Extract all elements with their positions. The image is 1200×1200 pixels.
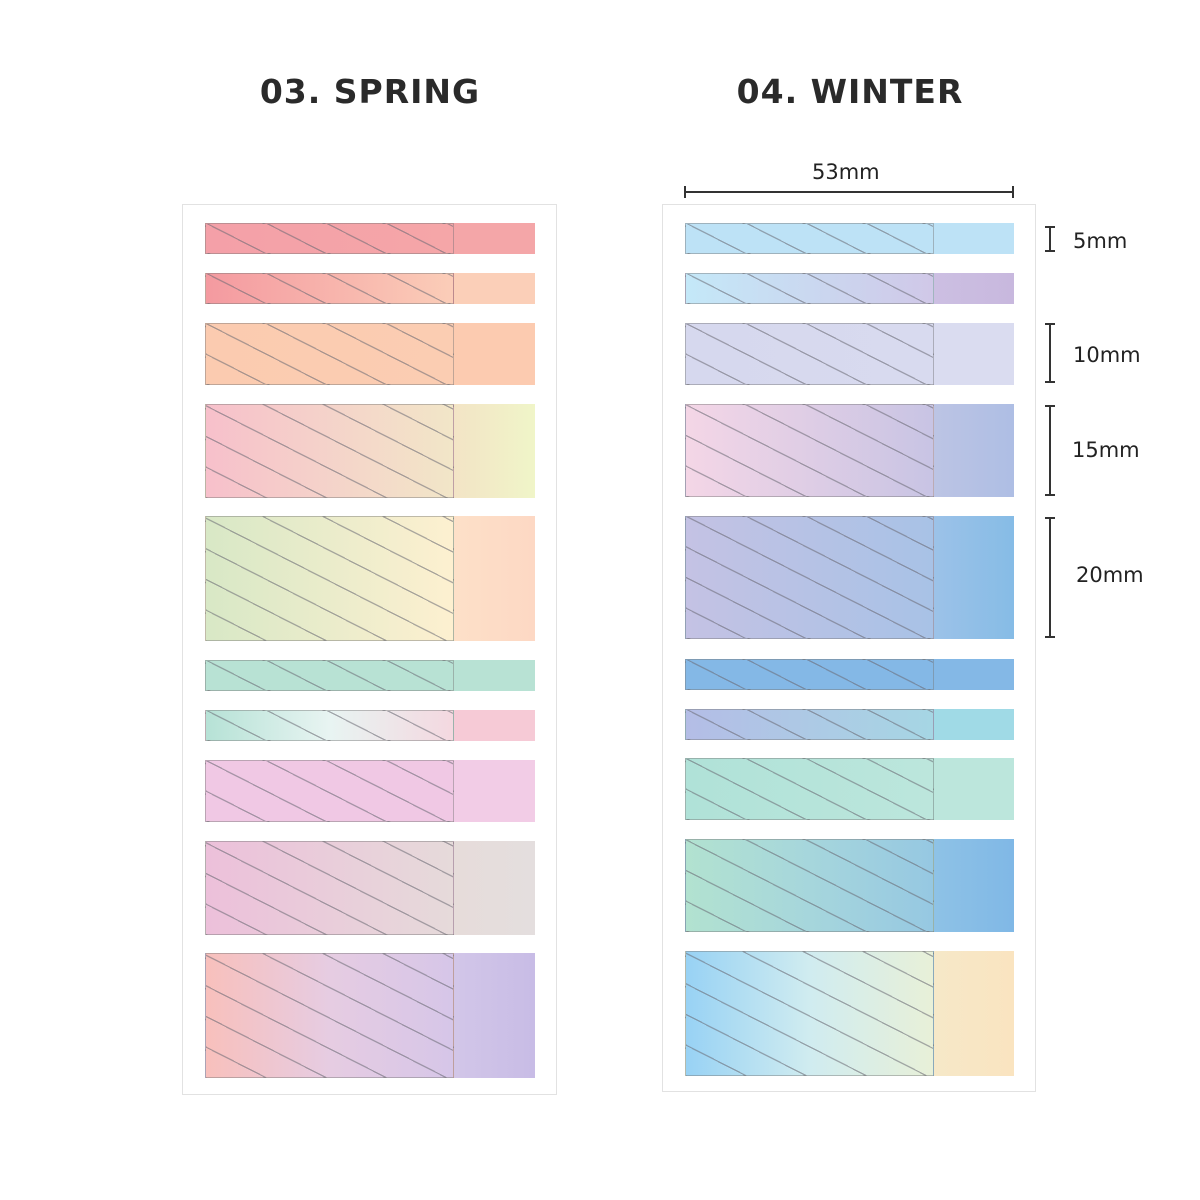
tab-striped-section [205, 841, 454, 935]
tab-flag-section [934, 404, 1014, 497]
index-tab [685, 323, 1014, 385]
index-tab [205, 760, 535, 822]
index-tab [205, 841, 535, 935]
tab-flag-section [934, 951, 1014, 1076]
tab-striped-section [685, 404, 934, 497]
tab-flag-section [934, 758, 1014, 820]
tab-striped-section [685, 839, 934, 932]
tab-striped-section [685, 223, 934, 254]
tab-striped-section [685, 659, 934, 690]
tab-flag-section [934, 323, 1014, 385]
tab-flag-section [934, 839, 1014, 932]
tab-striped-section [205, 660, 454, 691]
index-tab [685, 659, 1014, 690]
tab-striped-section [205, 404, 454, 498]
tab-flag-section [454, 953, 535, 1078]
tab-flag-section [454, 710, 535, 741]
winter-title: 04. WINTER [736, 72, 964, 111]
tab-flag-section [454, 223, 535, 254]
tab-flag-section [454, 660, 535, 691]
tab-striped-section [205, 953, 454, 1078]
index-tab [205, 273, 535, 304]
height-bracket [1045, 517, 1055, 638]
index-tab [205, 404, 535, 498]
tab-flag-section [454, 323, 535, 385]
height-bracket [1045, 323, 1055, 383]
tab-flag-section [934, 223, 1014, 254]
tab-striped-section [685, 323, 934, 385]
height-label: 5mm [1073, 229, 1128, 253]
index-tab [685, 839, 1014, 932]
index-tab [205, 223, 535, 254]
width-tick-left [684, 186, 686, 198]
index-tab [685, 516, 1014, 639]
height-label: 10mm [1073, 343, 1141, 367]
tab-flag-section [454, 841, 535, 935]
tab-striped-section [685, 709, 934, 740]
tab-striped-section [205, 760, 454, 822]
tab-flag-section [454, 516, 535, 641]
tab-striped-section [205, 273, 454, 304]
tab-striped-section [685, 758, 934, 820]
tab-striped-section [685, 516, 934, 639]
tab-striped-section [685, 273, 934, 304]
width-label: 53mm [812, 160, 880, 184]
index-tab [685, 404, 1014, 497]
index-tab [685, 273, 1014, 304]
index-tab [205, 953, 535, 1078]
winter-sheet [662, 204, 1036, 1092]
index-tab [205, 660, 535, 691]
tab-striped-section [685, 951, 934, 1076]
index-tab [205, 323, 535, 385]
index-tab [685, 709, 1014, 740]
index-tab [685, 758, 1014, 820]
index-tab [205, 710, 535, 741]
index-tab [205, 516, 535, 641]
width-tick-right [1012, 186, 1014, 198]
height-label: 15mm [1072, 438, 1140, 462]
spring-title: 03. SPRING [259, 72, 481, 111]
index-tab [685, 223, 1014, 254]
tab-flag-section [454, 760, 535, 822]
tab-striped-section [205, 710, 454, 741]
tab-striped-section [205, 516, 454, 641]
tab-flag-section [934, 516, 1014, 639]
tab-flag-section [454, 273, 535, 304]
height-label: 20mm [1076, 563, 1144, 587]
tab-flag-section [454, 404, 535, 498]
tab-flag-section [934, 273, 1014, 304]
tab-striped-section [205, 323, 454, 385]
tab-flag-section [934, 659, 1014, 690]
index-tab [685, 951, 1014, 1076]
tab-striped-section [205, 223, 454, 254]
height-bracket [1045, 226, 1055, 252]
spring-sheet [182, 204, 557, 1095]
height-bracket [1045, 405, 1055, 496]
width-line [684, 191, 1014, 193]
tab-flag-section [934, 709, 1014, 740]
